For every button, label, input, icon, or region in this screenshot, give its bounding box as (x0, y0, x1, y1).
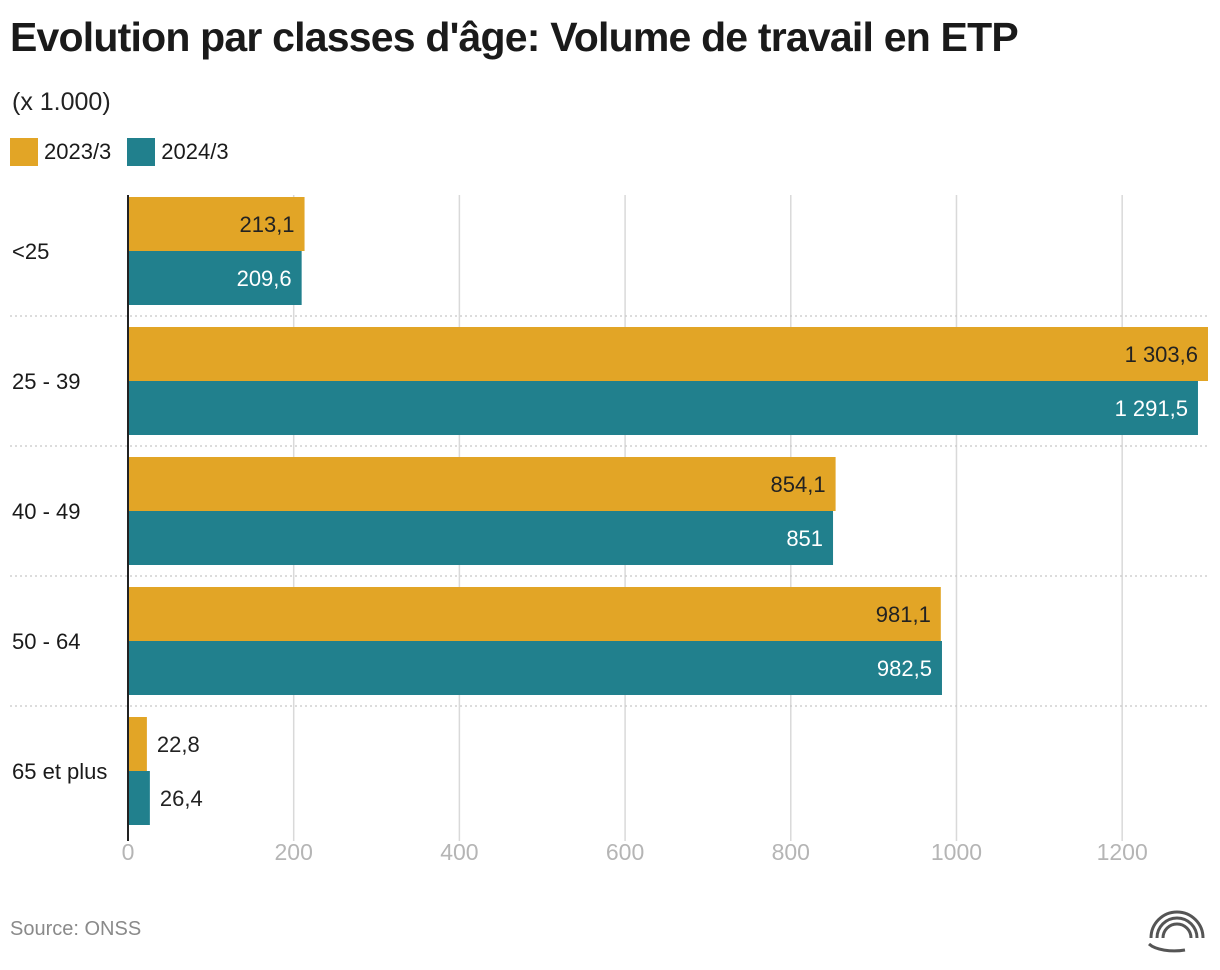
data-label-2024-3: 209,6 (237, 266, 292, 291)
bar-2024-3 (128, 641, 942, 695)
bar-2024-3 (128, 771, 150, 825)
data-label-2023-3: 981,1 (876, 602, 931, 627)
legend-swatch-2024 (127, 138, 156, 166)
bar-2024-3 (128, 511, 834, 565)
source-note: Source: ONSS (10, 918, 142, 940)
bar-2023-3 (128, 457, 836, 511)
category-label: 65 et plus (12, 759, 107, 784)
chart-title: Evolution par classes d'âge: Volume de t… (10, 14, 1019, 60)
legend-item-2024: 2024/3 (127, 138, 229, 166)
data-label-2023-3: 213,1 (239, 212, 294, 237)
x-tick-label-600: 600 (606, 839, 644, 865)
logo-arcs-icon (1147, 910, 1205, 953)
bar-2023-3 (128, 587, 941, 641)
legend-label-2023: 2023/3 (44, 139, 112, 164)
data-label-2023-3: 1 303,6 (1125, 342, 1198, 367)
category-label: <25 (12, 239, 49, 264)
x-tick-label-1000: 1000 (931, 839, 982, 865)
chart-subtitle: (x 1.000) (12, 88, 111, 116)
legend: 2023/3 2024/3 (10, 138, 245, 166)
x-tick-label-200: 200 (275, 839, 313, 865)
bar-2023-3 (128, 197, 305, 251)
data-label-2023-3: 854,1 (771, 472, 826, 497)
x-tick-label-0: 0 (122, 839, 135, 865)
bar-2023-3 (128, 327, 1208, 381)
data-label-2024-3: 851 (786, 526, 823, 551)
data-label-2023-3: 22,8 (157, 732, 200, 757)
bar-2024-3 (128, 251, 302, 305)
bar-2023-3 (128, 717, 147, 771)
data-label-2024-3: 1 291,5 (1115, 396, 1188, 421)
data-label-2024-3: 26,4 (160, 786, 203, 811)
bar-chart: 0 200 400 600 800 1000 1200 <25 213,1 209,6 25 - 3… (10, 195, 1210, 865)
x-tick-label-800: 800 (772, 839, 810, 865)
bar-2024-3 (128, 381, 1198, 435)
category-label: 25 - 39 (12, 369, 81, 394)
category-label: 50 - 64 (12, 629, 81, 654)
data-label-2024-3: 982,5 (877, 656, 932, 681)
x-tick-label-1200: 1200 (1097, 839, 1148, 865)
legend-label-2024: 2024/3 (161, 139, 229, 164)
x-tick-label-400: 400 (440, 839, 478, 865)
category-label: 40 - 49 (12, 499, 81, 524)
legend-swatch-2023 (10, 138, 38, 166)
legend-item-2023: 2023/3 (10, 138, 111, 166)
